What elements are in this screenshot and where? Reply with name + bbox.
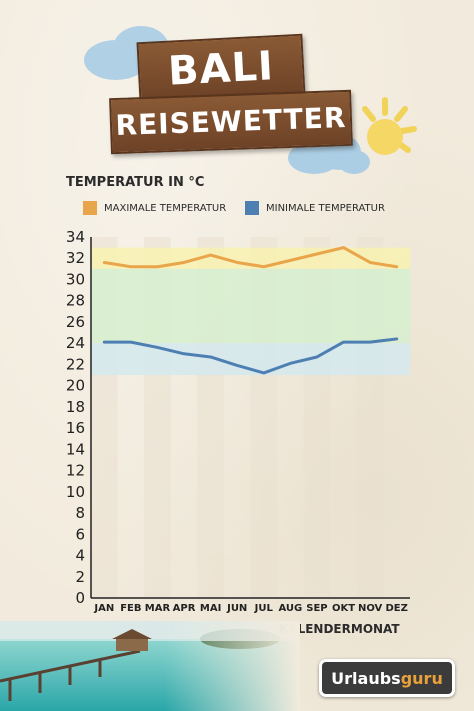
min-temperature-line bbox=[102, 337, 399, 375]
y-tick-label: 8 bbox=[75, 504, 85, 522]
y-tick-label: 22 bbox=[66, 355, 85, 373]
legend-item-min: MINIMALE TEMPERATUR bbox=[245, 201, 385, 215]
x-tick-label: MAR bbox=[145, 603, 171, 614]
y-tick-label: 4 bbox=[75, 547, 85, 565]
legend-item-max: MAXIMALE TEMPERATUR bbox=[83, 201, 226, 215]
band-green bbox=[91, 268, 410, 344]
logo-text-urlaubs: Urlaubs bbox=[331, 668, 401, 688]
x-tick-label: JUL bbox=[254, 603, 274, 614]
y-axis-title: TEMPERATUR IN °C bbox=[66, 175, 205, 190]
logo-text-guru: guru bbox=[400, 668, 443, 688]
y-tick-label: 34 bbox=[66, 228, 85, 246]
x-tick-label: SEP bbox=[306, 603, 327, 614]
sun-icon bbox=[362, 97, 417, 155]
x-tick-label: NOV bbox=[358, 603, 383, 614]
y-tick-label: 0 bbox=[75, 589, 85, 607]
max-temperature-line bbox=[102, 246, 399, 269]
x-tick-label: DEZ bbox=[386, 603, 408, 614]
y-tick-label: 26 bbox=[66, 313, 85, 331]
beach-pier-image bbox=[0, 621, 300, 711]
x-tick-label: JUN bbox=[226, 603, 247, 614]
y-tick-label: 16 bbox=[66, 419, 85, 437]
y-tick-label: 6 bbox=[75, 525, 85, 543]
y-tick-label: 28 bbox=[66, 292, 85, 310]
x-tick-label: AUG bbox=[278, 603, 302, 614]
y-tick-label: 24 bbox=[66, 334, 85, 352]
x-tick-label: FEB bbox=[120, 603, 141, 614]
legend-swatch-min bbox=[245, 201, 259, 215]
y-tick-label: 14 bbox=[66, 440, 85, 458]
x-tick-label: OKT bbox=[332, 603, 355, 614]
x-tick-label: JAN bbox=[93, 603, 114, 614]
urlaubsguru-logo: Urlaubs guru bbox=[319, 659, 455, 697]
y-tick-label: 12 bbox=[66, 462, 85, 480]
y-tick-label: 20 bbox=[66, 377, 85, 395]
y-tick-label: 18 bbox=[66, 398, 85, 416]
legend-swatch-max bbox=[83, 201, 97, 215]
y-tick-label: 10 bbox=[66, 483, 85, 501]
x-axis-title: KALENDERMONAT bbox=[279, 622, 400, 636]
legend-label-min: MINIMALE TEMPERATUR bbox=[266, 202, 385, 214]
y-tick-label: 30 bbox=[66, 270, 85, 288]
x-tick-label: MAI bbox=[200, 603, 221, 614]
legend-label-max: MAXIMALE TEMPERATUR bbox=[104, 202, 227, 214]
y-tick-label: 2 bbox=[75, 568, 85, 586]
y-tick-label: 32 bbox=[66, 249, 85, 267]
x-tick-label: APR bbox=[173, 603, 196, 614]
